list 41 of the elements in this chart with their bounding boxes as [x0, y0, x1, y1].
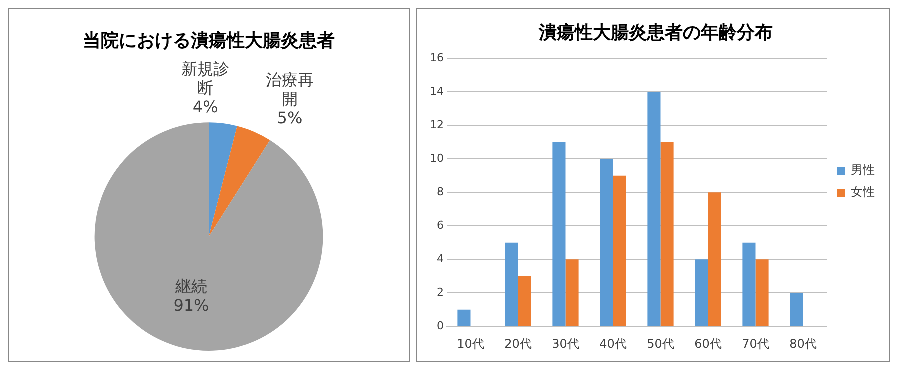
bar — [552, 142, 566, 326]
chart-title: 当院における潰瘍性大腸炎患者 — [83, 30, 335, 52]
slice-label: 新規診断 — [182, 60, 230, 98]
slice-label: 治療再開 — [266, 70, 314, 109]
bar — [742, 242, 756, 326]
bar — [790, 293, 804, 326]
y-tick-label: 16 — [430, 51, 444, 64]
x-tick-label: 70代 — [742, 336, 770, 351]
bar — [695, 260, 708, 326]
y-tick-label: 6 — [436, 218, 444, 232]
x-tick-label: 60代 — [694, 336, 722, 351]
legend-label: 男性 — [851, 163, 875, 178]
x-tick-label: 50代 — [647, 336, 674, 351]
y-tick-label: 4 — [436, 252, 444, 266]
bar — [600, 159, 614, 326]
data-label: 5% — [277, 108, 303, 128]
slice-label: 継続 — [174, 276, 208, 296]
x-tick-label: 20代 — [504, 336, 532, 351]
legend-label: 女性 — [851, 185, 875, 200]
y-tick-label: 10 — [430, 152, 444, 165]
data-label: 4% — [192, 98, 218, 117]
bar — [708, 192, 722, 326]
bar — [756, 260, 769, 326]
bar — [505, 242, 518, 326]
x-tick-label: 80代 — [790, 336, 817, 351]
y-tick-label: 2 — [436, 286, 444, 299]
bar — [566, 260, 579, 326]
chart-title: 潰瘍性大腸炎患者の年齢分布 — [538, 22, 773, 44]
data-label: 91% — [174, 296, 210, 315]
x-tick-label: 30代 — [552, 336, 580, 351]
bar — [613, 176, 626, 326]
y-tick-label: 8 — [436, 185, 444, 198]
y-tick-label: 14 — [430, 84, 444, 98]
bar — [518, 276, 532, 326]
x-tick-label: 40代 — [600, 336, 627, 351]
y-tick-label: 0 — [436, 319, 444, 332]
bar — [458, 310, 471, 326]
x-tick-label: 10代 — [457, 336, 484, 351]
bar — [648, 92, 661, 326]
y-tick-label: 12 — [430, 118, 444, 132]
bar — [660, 142, 674, 326]
